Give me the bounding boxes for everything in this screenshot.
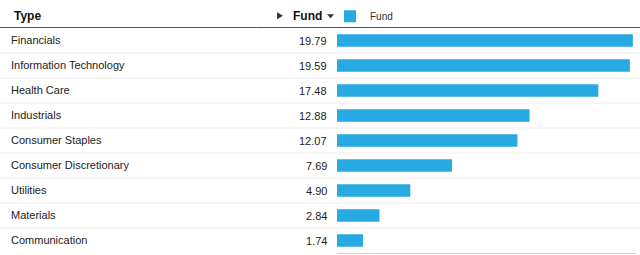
- svg-text:19.79: 19.79: [299, 35, 327, 47]
- svg-text:Communication: Communication: [11, 234, 87, 246]
- svg-text:12.07: 12.07: [299, 135, 327, 147]
- svg-text:Materials: Materials: [11, 209, 56, 221]
- svg-text:Industrials: Industrials: [11, 109, 62, 121]
- svg-text:Fund: Fund: [370, 11, 393, 22]
- svg-text:Health Care: Health Care: [11, 84, 70, 96]
- svg-text:Type: Type: [14, 9, 41, 23]
- svg-text:7.69: 7.69: [306, 160, 327, 172]
- svg-text:Financials: Financials: [11, 34, 61, 46]
- svg-text:17.48: 17.48: [299, 85, 327, 97]
- svg-text:Consumer Staples: Consumer Staples: [11, 134, 102, 146]
- svg-text:19.59: 19.59: [299, 60, 327, 72]
- svg-text:2.84: 2.84: [306, 210, 327, 222]
- svg-text:12.88: 12.88: [299, 110, 327, 122]
- svg-text:Information Technology: Information Technology: [11, 59, 125, 71]
- svg-text:1.74: 1.74: [306, 235, 327, 247]
- svg-text:4.90: 4.90: [306, 185, 327, 197]
- svg-text:Utilities: Utilities: [11, 184, 47, 196]
- svg-text:Fund: Fund: [293, 9, 322, 23]
- svg-text:Consumer Discretionary: Consumer Discretionary: [11, 159, 129, 171]
